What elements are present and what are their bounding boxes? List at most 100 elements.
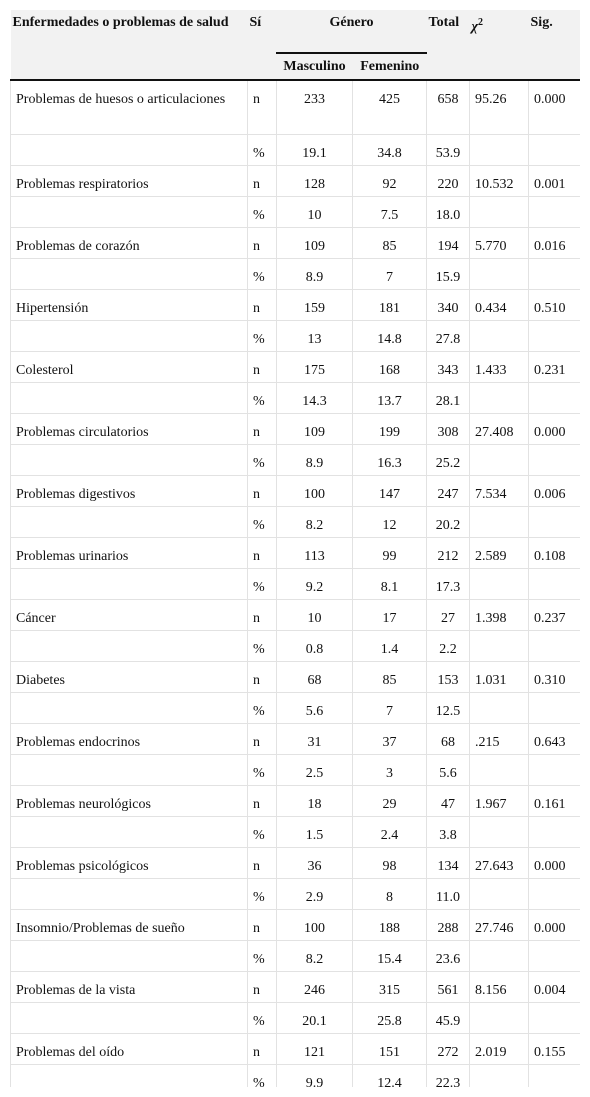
cell-total: 194 — [426, 227, 471, 259]
cell-total: 20.2 — [426, 506, 471, 538]
pct-row: % 1.5 2.4 3.8 — [10, 816, 580, 848]
pct-row: % 0.8 1.4 2.2 — [10, 630, 580, 662]
chi-symbol: χ — [471, 19, 479, 35]
cell-total: 212 — [426, 537, 471, 569]
cell-chi: 2.019 — [469, 1033, 530, 1065]
cell-stat: n — [247, 537, 277, 569]
cell-femenino: 8.1 — [351, 568, 428, 600]
cell-masculino: 100 — [276, 909, 353, 941]
empty-cell — [528, 754, 580, 786]
empty-cell — [10, 258, 248, 290]
n-row: Problemas del oído n 121 151 272 2.019 0.155 — [10, 1033, 580, 1065]
cell-chi: 95.26 — [469, 79, 530, 135]
n-row: Cáncer n 10 17 27 1.398 0.237 — [10, 599, 580, 631]
header-total: Total — [426, 10, 470, 81]
cell-total: 2.2 — [426, 630, 471, 662]
cell-stat: n — [247, 475, 277, 507]
cell-masculino: 68 — [276, 661, 353, 693]
empty-cell — [528, 196, 580, 228]
disease-label: Cáncer — [10, 599, 248, 631]
cell-total: 247 — [426, 475, 471, 507]
empty-cell — [469, 320, 530, 352]
cell-femenino: 14.8 — [351, 320, 428, 352]
cell-masculino: 109 — [276, 413, 353, 445]
cell-stat: n — [247, 785, 277, 817]
cell-total: 27 — [426, 599, 471, 631]
cell-total: 343 — [426, 351, 471, 383]
empty-cell — [528, 692, 580, 724]
pct-row: % 8.2 15.4 23.6 — [10, 940, 580, 972]
cell-masculino: 159 — [276, 289, 353, 321]
cell-femenino: 188 — [351, 909, 428, 941]
cell-stat: % — [247, 1064, 277, 1087]
cell-stat: % — [247, 196, 277, 228]
cell-total: 561 — [426, 971, 471, 1003]
cell-chi: 1.433 — [469, 351, 530, 383]
cell-femenino: 92 — [351, 165, 428, 197]
cell-chi: 27.746 — [469, 909, 530, 941]
empty-cell — [10, 816, 248, 848]
header-chi: χ2 — [469, 10, 529, 81]
cell-masculino: 121 — [276, 1033, 353, 1065]
disease-label: Problemas de la vista — [10, 971, 248, 1003]
cell-femenino: 7 — [351, 258, 428, 290]
cell-chi: 1.031 — [469, 661, 530, 693]
cell-masculino: 128 — [276, 165, 353, 197]
cell-total: 15.9 — [426, 258, 471, 290]
cell-sig: 0.161 — [528, 785, 580, 817]
cell-stat: % — [247, 444, 277, 476]
cell-total: 17.3 — [426, 568, 471, 600]
cell-total: 134 — [426, 847, 471, 879]
cell-total: 340 — [426, 289, 471, 321]
empty-cell — [528, 816, 580, 848]
empty-cell — [10, 878, 248, 910]
cell-stat: n — [247, 79, 277, 135]
n-row: Problemas respiratorios n 128 92 220 10.532 0.… — [10, 165, 580, 197]
cell-sig: 0.237 — [528, 599, 580, 631]
empty-cell — [528, 320, 580, 352]
cell-masculino: 109 — [276, 227, 353, 259]
pct-row: % 8.9 16.3 25.2 — [10, 444, 580, 476]
cell-chi: 0.434 — [469, 289, 530, 321]
cell-total: 23.6 — [426, 940, 471, 972]
cell-stat: % — [247, 630, 277, 662]
n-row: Problemas circulatorios n 109 199 308 27.408 0… — [10, 413, 580, 445]
disease-label: Diabetes — [10, 661, 248, 693]
cell-femenino: 151 — [351, 1033, 428, 1065]
cell-total: 11.0 — [426, 878, 471, 910]
pct-row: % 20.1 25.8 45.9 — [10, 1002, 580, 1034]
pct-row: % 14.3 13.7 28.1 — [10, 382, 580, 414]
cell-femenino: 12.4 — [351, 1064, 428, 1087]
n-row: Problemas de corazón n 109 85 194 5.770 0.016 — [10, 227, 580, 259]
cell-sig: 0.001 — [528, 165, 580, 197]
cell-masculino: 233 — [276, 79, 353, 135]
cell-total: 47 — [426, 785, 471, 817]
cell-femenino: 147 — [351, 475, 428, 507]
cell-masculino: 8.9 — [276, 444, 353, 476]
cell-femenino: 2.4 — [351, 816, 428, 848]
cell-total: 308 — [426, 413, 471, 445]
cell-femenino: 12 — [351, 506, 428, 538]
cell-stat: n — [247, 1033, 277, 1065]
cell-stat: n — [247, 165, 277, 197]
cell-masculino: 1.5 — [276, 816, 353, 848]
pct-row: % 2.9 8 11.0 — [10, 878, 580, 910]
cell-masculino: 5.6 — [276, 692, 353, 724]
cell-sig: 0.231 — [528, 351, 580, 383]
cell-femenino: 25.8 — [351, 1002, 428, 1034]
cell-total: 288 — [426, 909, 471, 941]
empty-cell — [10, 630, 248, 662]
empty-cell — [528, 444, 580, 476]
empty-cell — [10, 196, 248, 228]
cell-masculino: 14.3 — [276, 382, 353, 414]
cell-femenino: 425 — [351, 79, 428, 135]
empty-cell — [528, 1002, 580, 1034]
cell-stat: % — [247, 816, 277, 848]
header-row: Enfermedades o problemas de salud Sí Gén… — [10, 10, 580, 81]
cell-total: 272 — [426, 1033, 471, 1065]
cell-sig: 0.016 — [528, 227, 580, 259]
disease-label: Insomnio/Problemas de sueño — [10, 909, 248, 941]
empty-cell — [469, 878, 530, 910]
cell-sig: 0.510 — [528, 289, 580, 321]
